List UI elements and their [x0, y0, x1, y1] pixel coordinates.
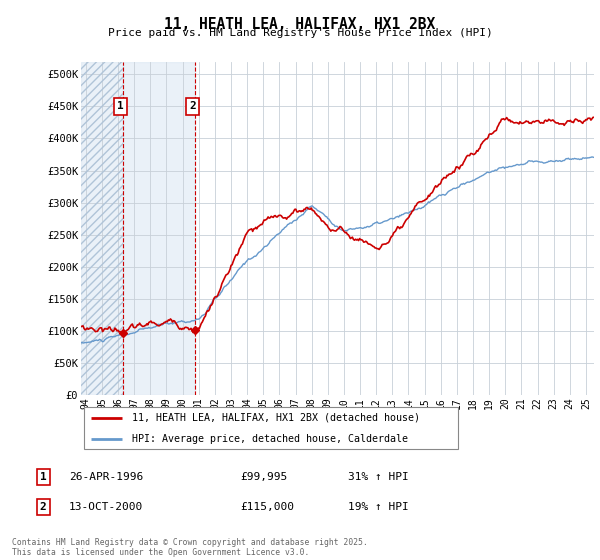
Bar: [81, 62, 123, 395]
Bar: [81, 62, 123, 395]
Text: Price paid vs. HM Land Registry's House Price Index (HPI): Price paid vs. HM Land Registry's House …: [107, 28, 493, 38]
Text: £99,995: £99,995: [240, 472, 287, 482]
Text: 11, HEATH LEA, HALIFAX, HX1 2BX (detached house): 11, HEATH LEA, HALIFAX, HX1 2BX (detache…: [133, 413, 420, 423]
Text: 2: 2: [190, 101, 196, 111]
Text: 13-OCT-2000: 13-OCT-2000: [69, 502, 143, 512]
Text: 2: 2: [40, 502, 47, 512]
Text: 26-APR-1996: 26-APR-1996: [69, 472, 143, 482]
Text: 11, HEATH LEA, HALIFAX, HX1 2BX: 11, HEATH LEA, HALIFAX, HX1 2BX: [164, 17, 436, 32]
Text: 19% ↑ HPI: 19% ↑ HPI: [348, 502, 409, 512]
Text: Contains HM Land Registry data © Crown copyright and database right 2025.
This d: Contains HM Land Registry data © Crown c…: [12, 538, 368, 557]
FancyBboxPatch shape: [83, 407, 458, 449]
Text: 1: 1: [40, 472, 47, 482]
Bar: [123, 62, 196, 395]
Text: 31% ↑ HPI: 31% ↑ HPI: [348, 472, 409, 482]
Text: 1: 1: [118, 101, 124, 111]
Text: HPI: Average price, detached house, Calderdale: HPI: Average price, detached house, Cald…: [133, 435, 409, 444]
Text: £115,000: £115,000: [240, 502, 294, 512]
